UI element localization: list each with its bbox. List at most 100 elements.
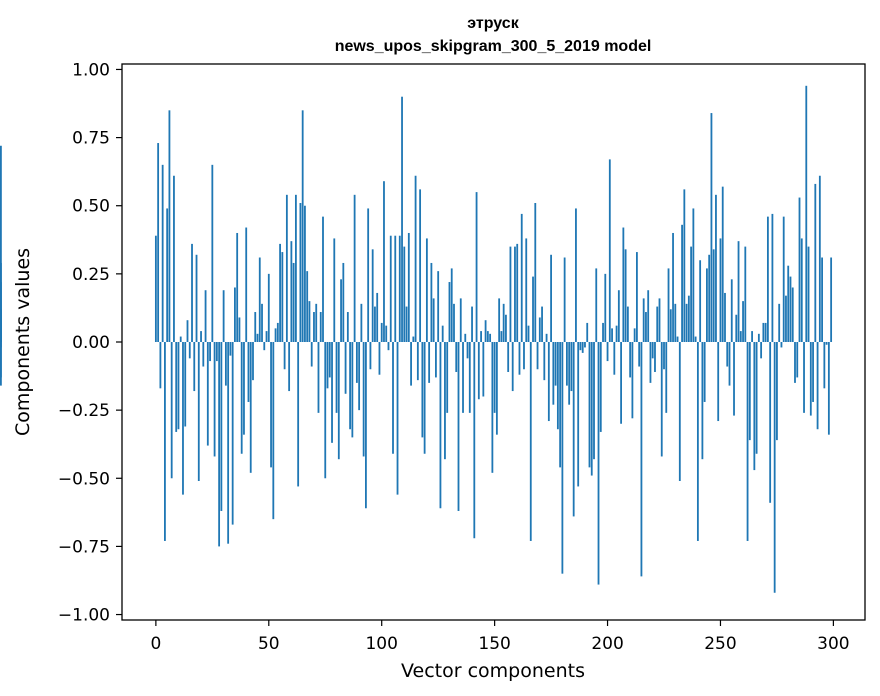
bar [191,243,193,342]
bar [351,342,354,438]
bar [773,342,776,593]
bar [197,342,200,481]
bar [304,205,306,342]
bar [240,342,243,454]
x-tick-label: 200 [591,634,623,654]
y-tick-label: −0.75 [58,537,110,557]
bar [575,208,577,342]
bar [421,342,424,438]
bar [676,336,679,342]
bar [636,252,638,342]
bar [301,110,304,342]
bar [453,303,455,342]
bar [708,254,711,342]
bar [624,249,627,342]
bar [809,342,812,416]
y-tick-label: 0.75 [72,129,110,149]
bar [224,342,227,386]
bar [527,325,530,342]
bar [798,197,801,342]
bar [500,331,503,342]
bar [484,320,487,342]
bar [692,208,695,342]
bar [825,342,828,345]
bar [556,342,559,430]
bar [696,342,699,541]
bar [313,312,315,342]
bar [721,186,724,342]
bar [177,342,180,430]
bar [398,235,401,342]
bar [229,342,232,356]
bar [656,306,659,342]
bar [243,342,245,435]
bar [602,322,604,342]
bar [678,342,681,481]
bar [412,336,415,342]
bar [536,342,539,370]
x-tick-label: 100 [365,634,397,654]
bar [651,342,654,359]
bar [640,342,643,577]
bar [726,342,729,367]
bar [315,303,318,342]
bar [462,342,464,413]
bar [715,194,717,342]
bar [529,342,532,541]
bar [276,322,279,342]
bar [672,232,674,342]
bar [407,232,410,342]
bar [245,227,248,342]
bar [441,325,444,342]
bar [254,312,257,342]
bar [383,181,385,342]
bar [728,342,731,386]
bar [541,306,543,342]
y-axis-label: Components values [12,248,34,436]
bar [425,238,428,342]
bar [482,342,485,397]
bar [593,342,595,460]
bar [577,342,580,487]
bar [308,301,311,342]
bar [685,303,688,342]
bar [416,342,419,381]
bar [464,333,467,342]
bar [358,342,361,411]
y-tick-label: 0.25 [72,265,110,285]
bar [378,342,381,375]
bar [645,312,647,342]
bar [281,252,284,342]
bar [450,268,453,342]
bar [812,342,814,402]
bar [764,322,767,342]
bar [493,342,496,413]
bar [213,342,216,457]
bar [267,273,270,342]
bar [669,309,672,342]
bar [699,260,702,342]
bar [170,342,173,479]
bar [410,342,412,386]
bar [658,298,661,342]
bar [195,254,198,342]
bar [227,342,230,544]
y-tick-label: 0.00 [72,333,110,353]
x-tick-label: 50 [258,634,280,654]
bar [649,342,652,383]
bar [511,342,514,392]
bar [733,342,735,416]
bar [261,303,263,342]
bar [599,342,602,432]
bar [717,342,720,422]
bar [514,246,516,342]
bar [299,203,302,342]
bar [292,262,295,342]
bar [760,342,763,359]
bar [331,342,333,443]
bar [550,254,552,342]
bar [157,143,160,342]
bar [552,342,555,405]
bar [444,342,446,460]
bar [588,342,591,468]
